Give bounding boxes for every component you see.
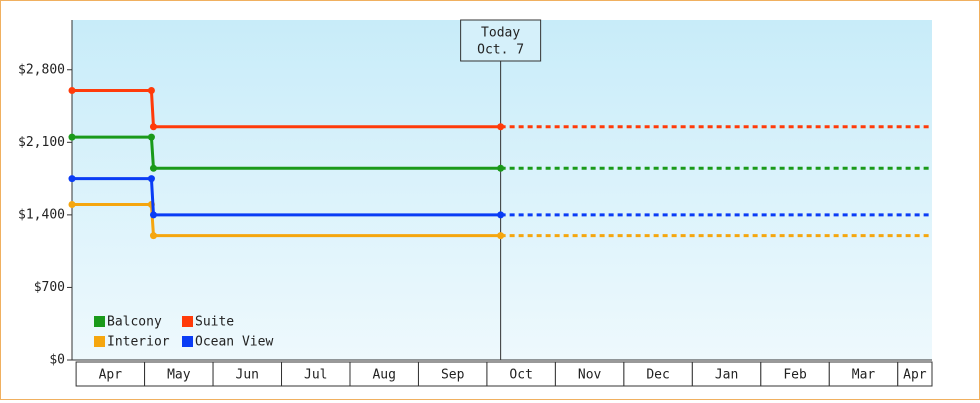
x-tick-label: Aug [372,368,395,383]
price-point [149,164,157,172]
month-box [75,361,146,387]
today-label: Today [481,26,520,41]
price-point [147,86,155,94]
month-box [417,361,488,387]
y-tick-label: $0 [49,353,65,368]
price-point [497,232,505,240]
price-point [68,201,76,209]
today-date: Oct. 7 [477,43,524,58]
price-point [497,164,505,172]
x-tick-label: Nov [578,368,602,383]
price-line [72,177,501,217]
month-box [897,361,933,387]
month-box [760,361,830,387]
month-box [144,361,214,387]
y-tick-label: $2,800 [18,62,65,77]
x-tick-label: Feb [783,368,807,383]
x-tick-label: Apr [99,368,123,383]
x-tick-label: Mar [852,368,876,383]
x-tick-label: Oct [509,368,532,383]
x-tick-label: Jun [236,368,259,383]
price-point [149,123,157,131]
month-box [281,361,351,387]
price-line [72,203,501,238]
x-tick-label: Jul [304,368,327,383]
x-tick-label: May [167,368,191,383]
y-tick-label: $2,100 [18,135,65,150]
legend-swatch [94,336,105,347]
today-box [460,19,542,62]
price-point [68,86,76,94]
legend-label: Suite [195,315,234,330]
x-tick-label: Jan [715,368,738,383]
price-point [497,123,505,131]
price-point [68,175,76,183]
legend-label: Balcony [107,315,162,330]
price-line [72,88,501,129]
legend-swatch [182,336,193,347]
x-tick-label: Sep [441,368,465,383]
price-point [149,232,157,240]
month-box [212,361,283,387]
legend-swatch [182,316,193,327]
legend-swatch [94,316,105,327]
x-tick-label: Dec [646,368,669,383]
y-tick-label: $1,400 [18,207,65,222]
legend-label: Ocean View [195,335,273,350]
price-point [147,133,155,141]
y-tick-label: $700 [34,280,65,295]
month-box [623,361,693,387]
month-box [349,361,419,387]
price-point [497,211,505,219]
price-point [149,211,157,219]
legend-label: Interior [107,335,170,350]
plot-area [72,20,932,360]
x-tick-label: Apr [903,368,927,383]
price-point [68,133,76,141]
price-point [147,175,155,183]
price-line [72,135,501,170]
